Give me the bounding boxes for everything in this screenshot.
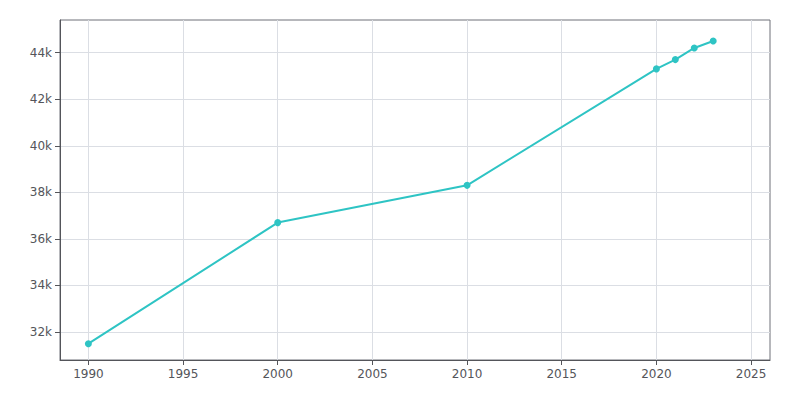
svg-text:34k: 34k [30,278,52,292]
svg-text:44k: 44k [30,46,52,60]
svg-text:2005: 2005 [357,367,388,381]
svg-text:2020: 2020 [641,367,672,381]
svg-text:32k: 32k [30,325,52,339]
svg-text:2025: 2025 [736,367,767,381]
svg-text:2015: 2015 [546,367,577,381]
svg-text:42k: 42k [30,92,52,106]
svg-text:2010: 2010 [452,367,483,381]
svg-text:40k: 40k [30,139,52,153]
svg-text:2000: 2000 [262,367,293,381]
svg-text:1995: 1995 [168,367,199,381]
svg-text:36k: 36k [30,232,52,246]
svg-text:38k: 38k [30,185,52,199]
svg-text:1990: 1990 [73,367,104,381]
